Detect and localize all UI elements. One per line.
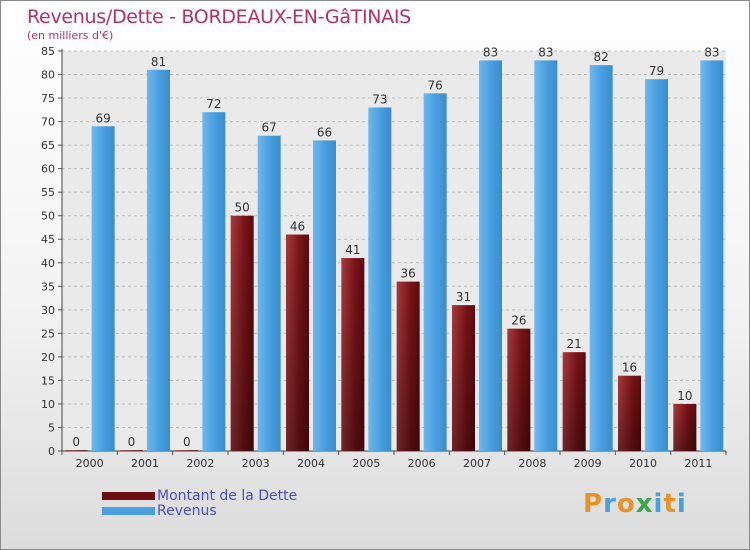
bar-label-dette: 0 — [183, 435, 191, 449]
legend-swatch-dette — [102, 492, 155, 500]
bar-revenus — [534, 60, 558, 451]
y-tick-label: 60 — [41, 163, 55, 176]
bar-revenus — [202, 112, 226, 452]
y-tick-label: 5 — [48, 421, 55, 434]
x-tick-label: 2005 — [352, 457, 380, 470]
x-tick-label: 2006 — [408, 457, 436, 470]
x-tick-label: 2001 — [131, 457, 159, 470]
x-tick-label: 2010 — [629, 457, 657, 470]
bar-label-revenus: 83 — [538, 45, 553, 59]
bar-revenus — [91, 126, 115, 451]
bar-label-dette: 21 — [567, 337, 582, 351]
proxiti-logo: Proxiti — [583, 489, 687, 519]
y-tick-label: 50 — [41, 210, 55, 223]
logo-letter: x — [635, 489, 654, 519]
y-tick-label: 80 — [41, 69, 55, 82]
bar-revenus — [423, 93, 447, 452]
bar-label-revenus: 81 — [151, 55, 166, 69]
bar-dette-shade — [452, 305, 475, 451]
x-tick-label: 2003 — [242, 457, 270, 470]
x-tick-label: 2002 — [186, 457, 214, 470]
legend-label-dette: Montant de la Dette — [157, 488, 298, 504]
x-tick-label: 2009 — [574, 457, 602, 470]
bar-label-revenus: 73 — [372, 92, 387, 106]
bar-dette-shade — [230, 215, 254, 451]
y-tick-label: 40 — [41, 257, 55, 270]
chart-subtitle: (en milliers d'€) — [27, 29, 114, 42]
bar-revenus — [147, 69, 170, 451]
logo-letter: t — [663, 489, 677, 519]
y-tick-label: 30 — [41, 304, 55, 317]
bar-label-dette: 31 — [456, 290, 471, 304]
y-tick-label: 25 — [41, 327, 55, 340]
bar-label-revenus: 72 — [206, 97, 221, 111]
logo-letter: r — [603, 489, 617, 519]
x-tick-label: 2008 — [518, 457, 546, 470]
bar-revenus — [257, 135, 281, 452]
legend-swatch-revenus — [102, 507, 155, 515]
bar-revenus — [645, 79, 668, 451]
y-tick-label: 35 — [41, 280, 55, 293]
bar-label-revenus: 67 — [262, 121, 277, 135]
y-tick-label: 75 — [41, 92, 55, 105]
bar-revenus — [589, 65, 613, 451]
legend-item-dette: Montant de la Dette — [102, 488, 297, 504]
bar-label-dette: 26 — [511, 314, 526, 328]
bar-label-revenus: 66 — [317, 125, 332, 139]
legend-label-revenus: Revenus — [157, 503, 217, 519]
x-tick-label: 2004 — [297, 457, 325, 470]
y-tick-label: 20 — [41, 351, 55, 364]
y-tick-label: 85 — [41, 45, 55, 58]
y-tick-label: 10 — [41, 398, 55, 411]
x-tick-label: 2000 — [76, 457, 104, 470]
bar-label-dette: 0 — [72, 435, 80, 449]
bar-dette-shade — [286, 234, 309, 451]
bar-label-dette: 41 — [345, 243, 360, 257]
x-tick-label: 2007 — [463, 457, 491, 470]
bar-dette-shade — [618, 375, 641, 451]
bar-dette-shade — [396, 281, 420, 451]
bar-revenus — [479, 60, 502, 451]
y-tick-label: 65 — [41, 139, 55, 152]
y-tick-label: 55 — [41, 186, 55, 199]
bar-label-revenus: 76 — [428, 78, 443, 92]
logo-letter: i — [653, 489, 664, 519]
bar-label-dette: 36 — [401, 267, 416, 281]
bar-label-revenus: 69 — [96, 111, 111, 125]
y-tick-label: 45 — [41, 233, 55, 246]
x-tick-label: 2011 — [684, 457, 712, 470]
logo-letter: o — [616, 489, 636, 519]
bar-label-revenus: 79 — [649, 64, 664, 78]
bar-dette-shade — [673, 403, 697, 451]
bar-label-dette: 46 — [290, 220, 305, 234]
bar-revenus — [700, 60, 724, 451]
bar-dette-shade — [64, 450, 88, 451]
y-tick-label: 0 — [48, 445, 55, 458]
bar-label-dette: 50 — [235, 201, 250, 215]
y-tick-label: 15 — [41, 374, 55, 387]
bar-dette-shade — [175, 450, 199, 451]
bar-dette-shade — [562, 352, 586, 451]
bar-dette-shade — [120, 450, 143, 451]
bar-dette-shade — [341, 258, 365, 451]
bar-revenus — [368, 107, 392, 452]
bar-label-revenus: 83 — [704, 45, 719, 59]
legend-item-revenus: Revenus — [102, 503, 217, 519]
chart-title: Revenus/Dette - BORDEAUX-EN-GâTINAIS — [27, 6, 411, 28]
bar-dette-shade — [507, 328, 531, 451]
bar-label-revenus: 83 — [483, 45, 498, 59]
bar-label-dette: 0 — [128, 435, 136, 449]
logo-letter: i — [676, 489, 687, 519]
bar-label-dette: 10 — [677, 389, 692, 403]
plot-area — [62, 51, 726, 451]
bar-revenus — [313, 140, 336, 452]
logo-letter: P — [583, 489, 604, 519]
y-tick-label: 70 — [41, 116, 55, 129]
bar-label-dette: 16 — [622, 361, 637, 375]
bar-label-revenus: 82 — [594, 50, 609, 64]
